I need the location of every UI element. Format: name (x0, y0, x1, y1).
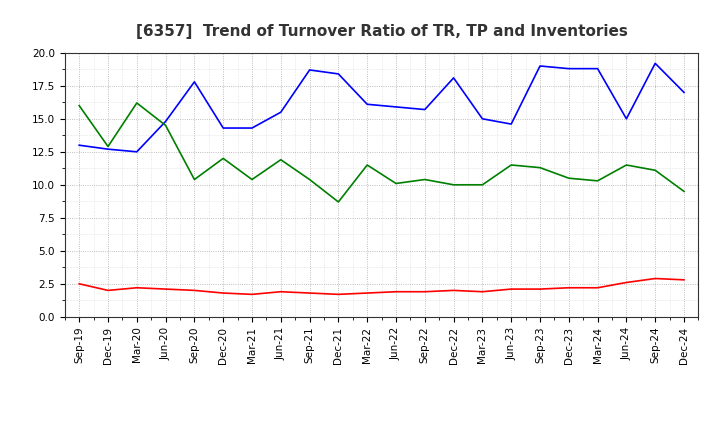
Inventories (104, 144, 112, 149)
Line: Trade Receivables: Trade Receivables (79, 279, 684, 294)
Inventories (190, 177, 199, 182)
Inventories (622, 162, 631, 168)
Inventories (248, 177, 256, 182)
Trade Receivables (161, 286, 170, 292)
Trade Receivables (392, 289, 400, 294)
Inventories (651, 168, 660, 173)
Inventories (392, 181, 400, 186)
Inventories (276, 157, 285, 162)
Inventories (593, 178, 602, 183)
Inventories (478, 182, 487, 187)
Trade Receivables (420, 289, 429, 294)
Line: Trade Payables: Trade Payables (79, 63, 684, 152)
Trade Payables (507, 121, 516, 127)
Inventories (507, 162, 516, 168)
Trade Receivables (651, 276, 660, 281)
Trade Receivables (507, 286, 516, 292)
Trade Receivables (363, 290, 372, 296)
Inventories (564, 176, 573, 181)
Trade Receivables (622, 280, 631, 285)
Inventories (305, 177, 314, 182)
Trade Receivables (449, 288, 458, 293)
Trade Payables (363, 102, 372, 107)
Inventories (334, 199, 343, 205)
Inventories (420, 177, 429, 182)
Trade Payables (651, 61, 660, 66)
Trade Receivables (536, 286, 544, 292)
Inventories (161, 123, 170, 128)
Trade Receivables (248, 292, 256, 297)
Trade Receivables (564, 285, 573, 290)
Trade Payables (190, 79, 199, 84)
Trade Payables (680, 90, 688, 95)
Trade Payables (420, 107, 429, 112)
Trade Payables (276, 110, 285, 115)
Inventories (680, 189, 688, 194)
Trade Payables (564, 66, 573, 71)
Trade Receivables (219, 290, 228, 296)
Trade Receivables (132, 285, 141, 290)
Trade Receivables (75, 281, 84, 286)
Trade Payables (248, 125, 256, 131)
Trade Payables (536, 63, 544, 69)
Trade Payables (392, 104, 400, 110)
Trade Payables (219, 125, 228, 131)
Inventories (132, 100, 141, 106)
Inventories (363, 162, 372, 168)
Trade Receivables (276, 289, 285, 294)
Trade Receivables (104, 288, 112, 293)
Trade Payables (75, 143, 84, 148)
Trade Payables (478, 116, 487, 121)
Trade Receivables (680, 277, 688, 282)
Inventories (75, 103, 84, 108)
Line: Inventories: Inventories (79, 103, 684, 202)
Trade Payables (593, 66, 602, 71)
Trade Payables (161, 119, 170, 124)
Trade Payables (104, 147, 112, 152)
Trade Receivables (190, 288, 199, 293)
Trade Payables (305, 67, 314, 73)
Inventories (219, 156, 228, 161)
Trade Payables (334, 71, 343, 77)
Inventories (449, 182, 458, 187)
Text: [6357]  Trend of Turnover Ratio of TR, TP and Inventories: [6357] Trend of Turnover Ratio of TR, TP… (135, 24, 628, 39)
Trade Receivables (305, 290, 314, 296)
Trade Payables (622, 116, 631, 121)
Trade Receivables (478, 289, 487, 294)
Trade Payables (132, 149, 141, 154)
Trade Payables (449, 75, 458, 81)
Trade Receivables (593, 285, 602, 290)
Inventories (536, 165, 544, 170)
Trade Receivables (334, 292, 343, 297)
